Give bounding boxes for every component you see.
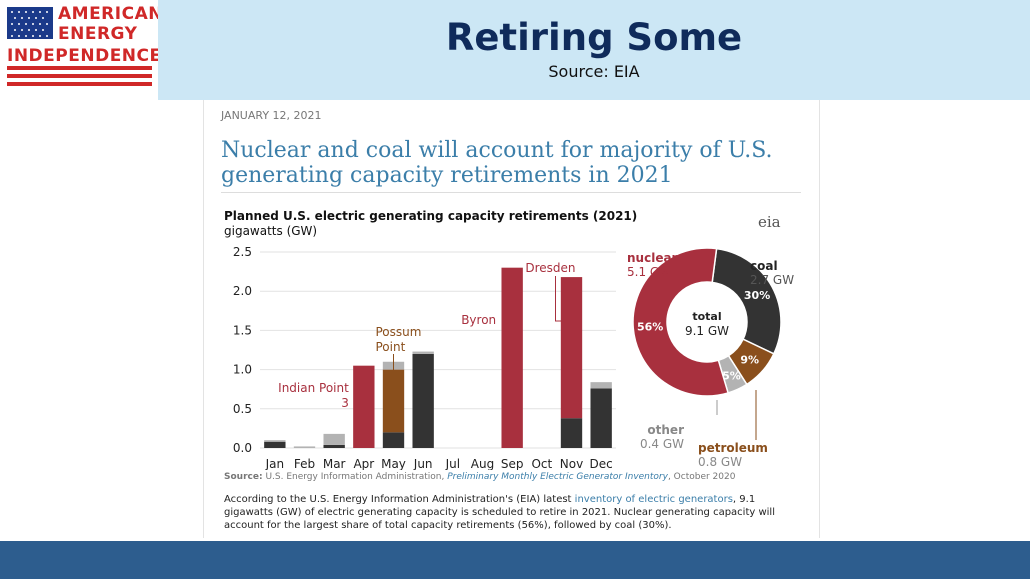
title-banner: Retiring Some Source: EIA — [158, 0, 1030, 100]
bar-other — [323, 433, 345, 445]
bar-other — [590, 382, 612, 389]
body-text-1: According to the U.S. Energy Information… — [224, 494, 572, 505]
bar-nuclear — [353, 365, 375, 448]
slice-coal — [711, 247, 782, 355]
bar-coal — [412, 353, 434, 448]
y-tick-label: 2.0 — [233, 284, 252, 298]
logo-line-2: ENERGY — [58, 24, 138, 44]
x-tick-label: Sep — [501, 457, 524, 470]
tick-labels: 0.0 0.5 1.0 1.5 2.0 2.5 Jan Feb Mar Apr May Jun Jul A… — [233, 245, 613, 470]
eia-logo: eia — [758, 213, 781, 231]
slice-name-label: nuclear — [627, 251, 678, 265]
bar-other — [293, 446, 316, 448]
source-date: , October 2020 — [667, 472, 736, 482]
leader-line — [555, 276, 564, 322]
leader-lines — [393, 276, 564, 372]
slice-name-label: coal — [750, 259, 778, 273]
x-tick-label: Feb — [294, 457, 315, 470]
article-date: JANUARY 12, 2021 — [221, 109, 322, 122]
article-headline: Nuclear and coal will account for majori… — [221, 138, 773, 188]
bar-coal — [590, 388, 612, 448]
body-text-2: , 9.1 gigawatts (GW) of electric generat… — [224, 494, 775, 531]
article-body: According to the U.S. Energy Information… — [224, 493, 804, 532]
y-axis-label: gigawatts (GW) — [224, 224, 318, 238]
gridlines — [260, 251, 616, 449]
annotation-label: 3 — [341, 396, 349, 410]
footer-bar — [0, 541, 1030, 579]
slide-subtitle: Source: EIA — [548, 62, 640, 81]
x-tick-label: May — [381, 457, 406, 470]
bars — [264, 267, 612, 448]
bar-coal — [264, 441, 286, 448]
slice-percent-label: 56% — [637, 321, 663, 334]
bar-petroleum — [382, 369, 405, 433]
x-tick-label: Jun — [413, 457, 433, 470]
bar-other — [412, 351, 434, 354]
logo-line-3: INDEPENDENCE — [7, 46, 162, 66]
bar-coal — [560, 418, 583, 448]
y-tick-label: 0.5 — [233, 402, 252, 416]
x-tick-label: Mar — [323, 457, 346, 470]
bar-nuclear — [501, 267, 523, 448]
bar-other — [264, 440, 286, 442]
y-tick-label: 1.0 — [233, 363, 252, 377]
bar-coal — [382, 432, 405, 448]
donut-center-label: total — [692, 310, 721, 323]
y-tick-label: 0.0 — [233, 441, 252, 455]
slice-percent-label: 30% — [744, 289, 770, 302]
y-tick-label: 2.5 — [233, 245, 252, 259]
x-tick-label: Jul — [445, 457, 460, 470]
slice-percent-label: 9% — [740, 354, 759, 367]
source-link[interactable]: Preliminary Monthly Electric Generator I… — [447, 472, 668, 482]
slice-name-label: other — [647, 423, 684, 437]
annotation-label: Indian Point — [278, 381, 349, 395]
slice-value-label: 0.8 GW — [698, 455, 742, 469]
source-text: U.S. Energy Information Administration, — [265, 472, 445, 482]
donut-center-value: 9.1 GW — [685, 324, 729, 338]
y-tick-label: 1.5 — [233, 323, 252, 337]
bar-coal — [323, 444, 345, 448]
x-tick-label: Jan — [265, 457, 285, 470]
slice-name-label: petroleum — [698, 441, 768, 455]
flag-icon — [7, 7, 53, 39]
x-tick-label: Oct — [531, 457, 552, 470]
source-label: Source: — [224, 472, 263, 482]
slice-percent-label: 5% — [722, 370, 741, 383]
inventory-link[interactable]: inventory of electric generators — [574, 494, 733, 505]
bar-nuclear — [560, 277, 583, 419]
annotation-label: Possum — [376, 325, 422, 339]
annotation-label: Byron — [461, 313, 496, 327]
slice-value-label: 5.1 GW — [627, 265, 671, 279]
chart-title: Planned U.S. electric generating capacit… — [224, 209, 638, 223]
x-tick-label: Nov — [560, 457, 583, 470]
annotation-label: Point — [376, 340, 406, 354]
divider — [221, 192, 801, 193]
article-card: JANUARY 12, 2021 Nuclear and coal will a… — [203, 100, 820, 538]
annotation-label: Dresden — [525, 261, 575, 275]
slice-nuclear — [632, 247, 730, 397]
slide-title: Retiring Some — [445, 16, 743, 59]
x-tick-label: Aug — [471, 457, 494, 470]
company-logo: AMERICAN ENERGY INDEPENDENCE — [0, 0, 162, 100]
slice-value-label: 2.7 GW — [750, 273, 794, 287]
logo-text: AMERICAN ENERGY INDEPENDENCE — [7, 4, 163, 66]
x-tick-label: Dec — [590, 457, 613, 470]
x-tick-label: Apr — [353, 457, 374, 470]
chart-source: Source: U.S. Energy Information Administ… — [224, 472, 735, 482]
logo-stripes — [7, 66, 152, 90]
logo-line-1: AMERICAN — [58, 4, 163, 24]
slice-value-label: 0.4 GW — [640, 437, 684, 451]
